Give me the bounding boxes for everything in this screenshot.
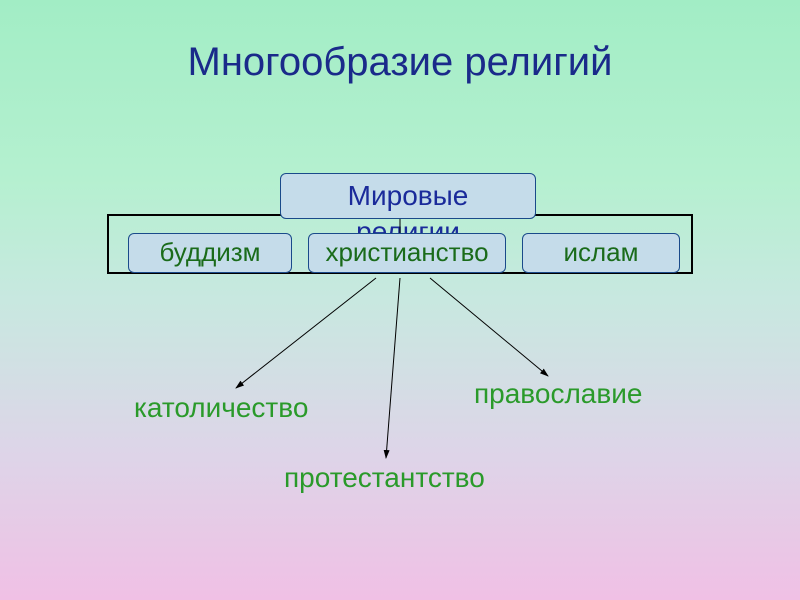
arrows-layer: [0, 0, 800, 600]
page-title: Многообразие религий: [0, 40, 800, 85]
child-node-1: христианство: [308, 233, 506, 273]
child-node-2: ислам: [522, 233, 680, 273]
branch-label-2: православие: [474, 378, 642, 410]
branch-label-1: протестантство: [284, 462, 485, 494]
child-node-0: буддизм: [128, 233, 292, 273]
branch-label-0: католичество: [134, 392, 308, 424]
root-node: Мировые религии: [280, 173, 536, 219]
